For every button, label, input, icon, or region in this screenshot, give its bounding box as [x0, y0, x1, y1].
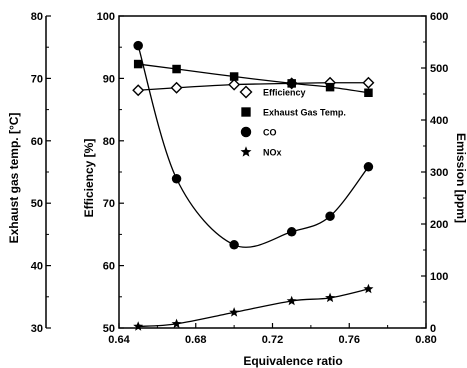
far-left-tick-label: 80: [31, 11, 43, 23]
x-tick-label: 0.80: [415, 334, 436, 346]
x-tick-label: 0.76: [339, 334, 360, 346]
exhaust-gas-temp-point: [133, 59, 143, 69]
legend-label-exhaust-gas-temp: Exhaust Gas Temp.: [263, 108, 346, 118]
co-point: [325, 211, 335, 221]
exhaust-gas-temp-point: [364, 88, 373, 98]
legend-marker-efficiency: [239, 85, 253, 99]
right-tick-label: 300: [430, 167, 448, 179]
exhaust-gas-temp-point: [287, 79, 296, 88]
left-tick-label: 80: [103, 136, 115, 148]
co-point: [286, 227, 297, 237]
legend: Efficiency Exhaust Gas Temp. CO NOx: [239, 85, 346, 158]
far-left-tick-label: 40: [31, 261, 43, 273]
right-tick-label: 400: [430, 115, 448, 127]
left-axis-title: Efficiency [%]: [82, 139, 96, 218]
exhaust-gas-temp-point: [325, 82, 335, 92]
far-left-tick-label: 50: [31, 198, 43, 210]
far-left-tick-label: 30: [31, 323, 43, 335]
right-axis-title: Emission [ppm]: [454, 133, 467, 223]
left-tick-label: 60: [103, 261, 115, 273]
left-tick-label: 50: [103, 323, 115, 335]
efficiency-point: [362, 76, 375, 89]
co-point: [363, 162, 374, 172]
x-tick-label: 0.64: [108, 334, 130, 346]
left-tick-label: 90: [103, 73, 115, 85]
nox-point: [325, 292, 336, 303]
right-tick-label: 200: [430, 219, 448, 231]
right-tick-label: 500: [430, 63, 448, 75]
nox-point: [229, 307, 240, 317]
right-tick-label: 100: [430, 271, 448, 283]
axes-layer: 0.64 0.68 0.72 0.76 0.80 50 60 70 80 90 100 0 100 200…: [31, 11, 449, 346]
x-tick-label: 0.72: [262, 334, 283, 346]
x-tick-label: 0.68: [185, 334, 206, 346]
nox-point: [133, 321, 144, 331]
far-left-tick-label: 60: [31, 136, 43, 148]
exhaust-gas-temp-point: [229, 72, 239, 81]
efficiency-point: [170, 81, 183, 94]
nox-point: [171, 318, 182, 329]
left-tick-label: 70: [103, 198, 115, 210]
nox-line: [138, 288, 369, 328]
right-tick-label: 0: [430, 323, 436, 335]
exhaust-gas-temp-point: [172, 64, 181, 74]
efficiency-point: [228, 78, 241, 91]
left-tick-label: 100: [97, 11, 115, 23]
nox-point: [286, 295, 297, 306]
efficiency-point: [132, 84, 145, 97]
right-tick-label: 600: [430, 11, 448, 23]
series-layer: [132, 40, 375, 331]
co-point: [133, 40, 143, 51]
legend-marker-co: [240, 126, 252, 138]
co-point: [229, 240, 239, 250]
x-axis-title: Equivalence ratio: [243, 354, 342, 368]
legend-label-efficiency: Efficiency: [263, 88, 306, 98]
legend-label-co: CO: [263, 128, 277, 138]
far-left-axis-title: Exhaust gas temp. [°C]: [7, 113, 21, 244]
co-point: [171, 174, 182, 184]
far-left-tick-label: 70: [31, 73, 43, 85]
legend-marker-exhaust-gas-temp: [241, 107, 251, 117]
plot-frame: [118, 15, 427, 329]
nox-point: [363, 283, 374, 294]
legend-label-nox: NOx: [263, 148, 282, 158]
legend-marker-nox: [240, 146, 252, 157]
